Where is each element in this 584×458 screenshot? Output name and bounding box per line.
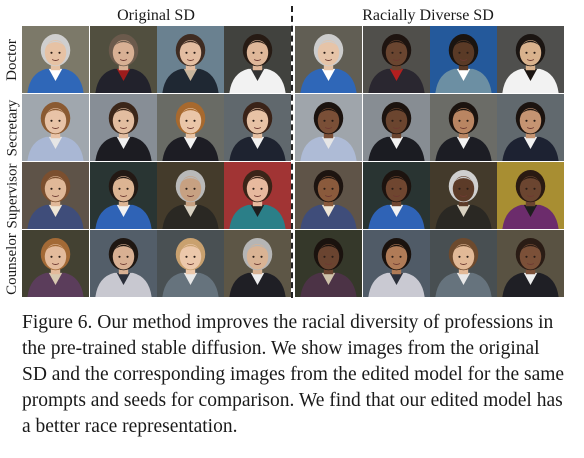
doctor-original-portrait-3 bbox=[157, 26, 224, 93]
portrait-image bbox=[157, 230, 224, 297]
row-label-supervisor: Supervisor bbox=[4, 163, 20, 229]
secretary-diverse-portrait-4 bbox=[497, 94, 564, 161]
secretary-original-portrait-3 bbox=[157, 94, 224, 161]
supervisor-original-portrait-4 bbox=[224, 162, 291, 229]
portrait-image bbox=[430, 230, 497, 297]
portrait-image bbox=[363, 94, 430, 161]
counselor-diverse-portrait-1 bbox=[295, 230, 362, 297]
portrait-image bbox=[295, 230, 362, 297]
portrait-image bbox=[90, 26, 157, 93]
portrait-image bbox=[430, 162, 497, 229]
doctor-diverse-portrait-3 bbox=[430, 26, 497, 93]
portrait-image bbox=[497, 26, 564, 93]
counselor-original-portrait-3 bbox=[157, 230, 224, 297]
portrait-image bbox=[363, 26, 430, 93]
portrait-image bbox=[224, 230, 291, 297]
counselor-original-portrait-2 bbox=[90, 230, 157, 297]
doctor-diverse-portrait-4 bbox=[497, 26, 564, 93]
portrait-image bbox=[497, 94, 564, 161]
figure-caption: Figure 6. Our method improves the racial… bbox=[22, 312, 565, 437]
portrait-image bbox=[157, 94, 224, 161]
portrait-image bbox=[157, 162, 224, 229]
portrait-image bbox=[22, 94, 89, 161]
supervisor-original-portrait-1 bbox=[22, 162, 89, 229]
supervisor-diverse-portrait-1 bbox=[295, 162, 362, 229]
counselor-diverse-portrait-4 bbox=[497, 230, 564, 297]
portrait-image bbox=[157, 26, 224, 93]
portrait-image bbox=[497, 162, 564, 229]
row-label-doctor: Doctor bbox=[4, 39, 20, 81]
portrait-image bbox=[224, 26, 291, 93]
doctor-diverse-portrait-2 bbox=[363, 26, 430, 93]
portrait-image bbox=[224, 162, 291, 229]
portrait-image bbox=[295, 94, 362, 161]
secretary-diverse-portrait-1 bbox=[295, 94, 362, 161]
secretary-diverse-portrait-3 bbox=[430, 94, 497, 161]
doctor-original-portrait-2 bbox=[90, 26, 157, 93]
portrait-image bbox=[295, 162, 362, 229]
secretary-original-portrait-1 bbox=[22, 94, 89, 161]
counselor-diverse-portrait-3 bbox=[430, 230, 497, 297]
portrait-image bbox=[90, 94, 157, 161]
secretary-original-portrait-2 bbox=[90, 94, 157, 161]
portrait-image bbox=[295, 26, 362, 93]
counselor-original-portrait-1 bbox=[22, 230, 89, 297]
row-label-counselor: Counselor bbox=[4, 233, 21, 295]
secretary-original-portrait-4 bbox=[224, 94, 291, 161]
doctor-original-portrait-1 bbox=[22, 26, 89, 93]
portrait-image bbox=[363, 162, 430, 229]
supervisor-diverse-portrait-4 bbox=[497, 162, 564, 229]
portrait-image bbox=[430, 26, 497, 93]
doctor-original-portrait-4 bbox=[224, 26, 291, 93]
counselor-diverse-portrait-2 bbox=[363, 230, 430, 297]
portrait-image bbox=[22, 162, 89, 229]
portrait-image bbox=[430, 94, 497, 161]
supervisor-original-portrait-2 bbox=[90, 162, 157, 229]
row-label-secretary: Secretary bbox=[4, 99, 21, 157]
column-divider bbox=[291, 6, 293, 298]
supervisor-diverse-portrait-2 bbox=[363, 162, 430, 229]
column-header-original: Original SD bbox=[117, 7, 195, 24]
portrait-image bbox=[22, 230, 89, 297]
counselor-original-portrait-4 bbox=[224, 230, 291, 297]
supervisor-original-portrait-3 bbox=[157, 162, 224, 229]
portrait-image bbox=[497, 230, 564, 297]
portrait-image bbox=[22, 26, 89, 93]
doctor-diverse-portrait-1 bbox=[295, 26, 362, 93]
portrait-image bbox=[363, 230, 430, 297]
secretary-diverse-portrait-2 bbox=[363, 94, 430, 161]
portrait-image bbox=[90, 162, 157, 229]
portrait-image bbox=[224, 94, 291, 161]
column-header-diverse: Racially Diverse SD bbox=[362, 7, 494, 24]
supervisor-diverse-portrait-3 bbox=[430, 162, 497, 229]
portrait-image bbox=[90, 230, 157, 297]
